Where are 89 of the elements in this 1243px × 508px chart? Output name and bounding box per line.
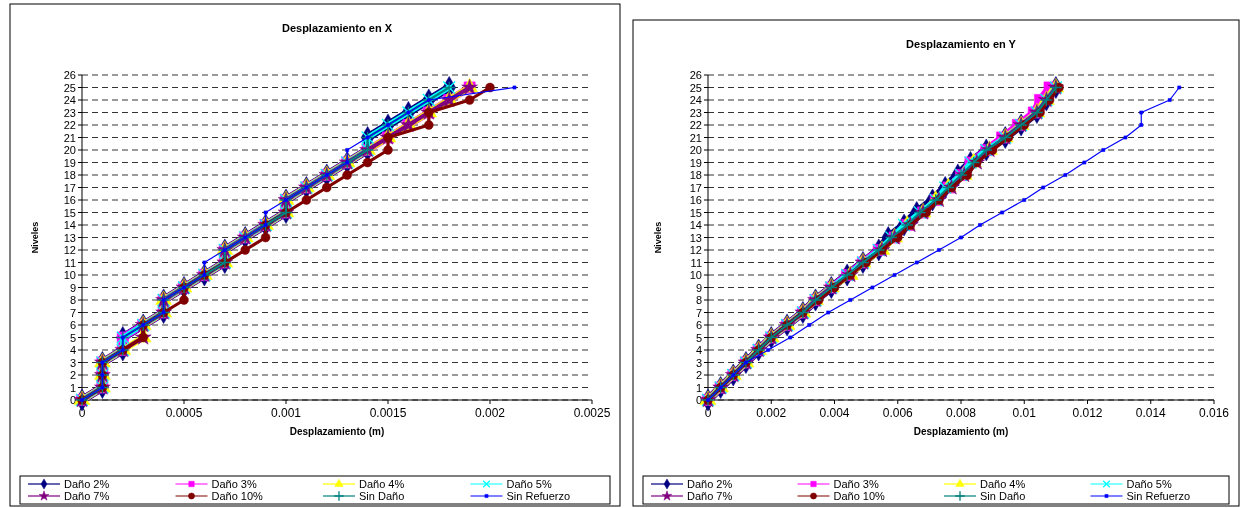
y-tick-label: 16 [63, 194, 76, 206]
y-tick-label: 16 [689, 194, 702, 206]
y-tick-label: 18 [689, 169, 702, 181]
y-tick-label: 21 [689, 131, 702, 144]
y-tick-label: 13 [63, 231, 76, 244]
x-tick-label: 0.0005 [165, 406, 203, 420]
y-tick-label: 10 [63, 269, 76, 281]
legend-label: Sin Refuerzo [1126, 490, 1191, 502]
y-tick-label: 25 [689, 81, 702, 94]
x-tick-label: 0.004 [819, 406, 850, 420]
y-tick-label: 19 [689, 156, 702, 169]
x-axis-title: Desplazamiento (m) [913, 426, 1009, 437]
y-tick-label: 26 [63, 69, 76, 81]
y-tick-label: 26 [689, 69, 702, 81]
y-tick-label: 8 [695, 294, 702, 306]
y-tick-label: 24 [63, 94, 76, 106]
legend-label: Daño 4% [359, 478, 405, 490]
y-tick-label: 10 [689, 269, 702, 281]
legend-label: Sin Daño [980, 490, 1026, 502]
y-tick-label: 7 [69, 306, 76, 319]
x-tick-label: 0.001 [270, 406, 302, 420]
y-tick-label: 4 [695, 344, 702, 356]
x-tick-label: 0.016 [1198, 406, 1230, 420]
legend-label: Daño 7% [64, 490, 110, 502]
y-tick-label: 9 [695, 281, 702, 294]
y-tick-label: 13 [689, 231, 702, 244]
y-tick-label: 17 [689, 181, 702, 194]
y-tick-label: 23 [689, 106, 702, 119]
y-tick-label: 21 [63, 131, 76, 144]
x-tick-label: 0.002 [756, 406, 787, 420]
x-tick-label: 0.008 [945, 406, 977, 420]
y-tick-label: 18 [63, 169, 76, 181]
y-tick-label: 20 [63, 144, 76, 156]
y-tick-label: 11 [64, 256, 76, 269]
y-tick-label: 15 [63, 206, 76, 219]
legend-label: Daño 5% [1126, 478, 1172, 490]
y-tick-label: 17 [63, 181, 76, 194]
legend-label: Daño 2% [687, 478, 733, 490]
y-tick-label: 6 [695, 319, 702, 331]
y-tick-label: 7 [695, 306, 702, 319]
y-tick-label: 20 [689, 144, 702, 156]
y-tick-label: 1 [69, 381, 76, 394]
legend-label: Daño 7% [687, 490, 733, 502]
legend-label: Sin Refuerzo [506, 490, 571, 502]
x-axis-title: Desplazamiento (m) [289, 426, 385, 437]
y-tick-label: 9 [69, 281, 76, 294]
y-tick-label: 2 [69, 369, 76, 381]
y-axis-title: Niveles [30, 221, 40, 254]
y-tick-label: 22 [689, 119, 702, 131]
x-tick-label: 0.014 [1135, 406, 1167, 420]
x-tick-label: 0.006 [882, 406, 914, 420]
y-tick-label: 12 [63, 244, 76, 256]
y-tick-label: 19 [63, 156, 76, 169]
x-tick-label: 0.002 [474, 406, 506, 420]
y-tick-label: 5 [695, 331, 702, 344]
legend-label: Daño 10% [211, 490, 264, 502]
legend-label: Daño 3% [833, 478, 879, 490]
y-tick-label: 0 [69, 394, 76, 406]
legend-label: Daño 3% [211, 478, 257, 490]
chart-title: Desplazamiento en Y [906, 38, 1017, 50]
y-tick-label: 14 [689, 219, 702, 231]
y-tick-label: 2 [695, 369, 702, 381]
legend-label: Daño 10% [833, 490, 886, 502]
y-tick-label: 12 [689, 244, 702, 256]
y-tick-label: 4 [69, 344, 76, 356]
y-tick-label: 25 [63, 81, 76, 94]
y-tick-label: 11 [690, 256, 702, 269]
y-tick-label: 23 [63, 106, 76, 119]
y-tick-label: 14 [63, 219, 76, 231]
y-tick-label: 15 [689, 206, 702, 219]
y-tick-label: 5 [69, 331, 76, 344]
x-tick-label: 0.0025 [573, 406, 611, 420]
x-tick-label: 0.01 [1012, 406, 1037, 420]
y-tick-label: 3 [69, 356, 76, 369]
legend-label: Sin Daño [359, 490, 405, 502]
legend-label: Daño 5% [506, 478, 552, 490]
y-tick-label: 0 [695, 394, 702, 406]
y-tick-label: 3 [695, 356, 702, 369]
legend-label: Daño 4% [980, 478, 1026, 490]
x-tick-label: 0.0015 [369, 406, 407, 420]
y-tick-label: 22 [63, 119, 76, 131]
legend-label: Daño 2% [64, 478, 110, 490]
y-tick-label: 8 [69, 294, 76, 306]
chart-title: Desplazamiento en X [281, 22, 393, 34]
x-tick-label: 0.012 [1072, 406, 1103, 420]
y-tick-label: 1 [695, 381, 702, 394]
y-tick-label: 6 [69, 319, 76, 331]
y-tick-label: 24 [689, 94, 702, 106]
y-axis-title: Niveles [653, 221, 663, 254]
